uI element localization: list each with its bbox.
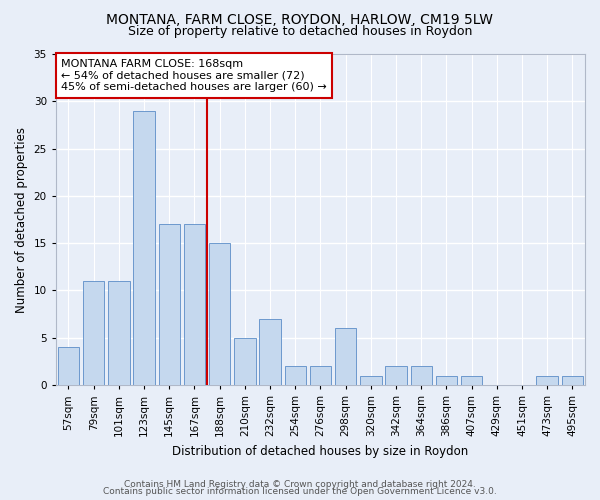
- Y-axis label: Number of detached properties: Number of detached properties: [15, 126, 28, 312]
- Bar: [234, 338, 256, 385]
- Bar: [536, 376, 558, 385]
- Bar: [461, 376, 482, 385]
- X-axis label: Distribution of detached houses by size in Roydon: Distribution of detached houses by size …: [172, 444, 469, 458]
- Text: Contains public sector information licensed under the Open Government Licence v3: Contains public sector information licen…: [103, 488, 497, 496]
- Bar: [83, 281, 104, 385]
- Text: Size of property relative to detached houses in Roydon: Size of property relative to detached ho…: [128, 25, 472, 38]
- Text: MONTANA, FARM CLOSE, ROYDON, HARLOW, CM19 5LW: MONTANA, FARM CLOSE, ROYDON, HARLOW, CM1…: [107, 12, 493, 26]
- Bar: [108, 281, 130, 385]
- Bar: [360, 376, 382, 385]
- Bar: [209, 243, 230, 385]
- Bar: [562, 376, 583, 385]
- Bar: [259, 319, 281, 385]
- Text: Contains HM Land Registry data © Crown copyright and database right 2024.: Contains HM Land Registry data © Crown c…: [124, 480, 476, 489]
- Bar: [436, 376, 457, 385]
- Bar: [133, 110, 155, 385]
- Bar: [410, 366, 432, 385]
- Bar: [58, 347, 79, 385]
- Bar: [158, 224, 180, 385]
- Bar: [184, 224, 205, 385]
- Bar: [284, 366, 306, 385]
- Bar: [310, 366, 331, 385]
- Bar: [335, 328, 356, 385]
- Bar: [385, 366, 407, 385]
- Text: MONTANA FARM CLOSE: 168sqm
← 54% of detached houses are smaller (72)
45% of semi: MONTANA FARM CLOSE: 168sqm ← 54% of deta…: [61, 59, 327, 92]
